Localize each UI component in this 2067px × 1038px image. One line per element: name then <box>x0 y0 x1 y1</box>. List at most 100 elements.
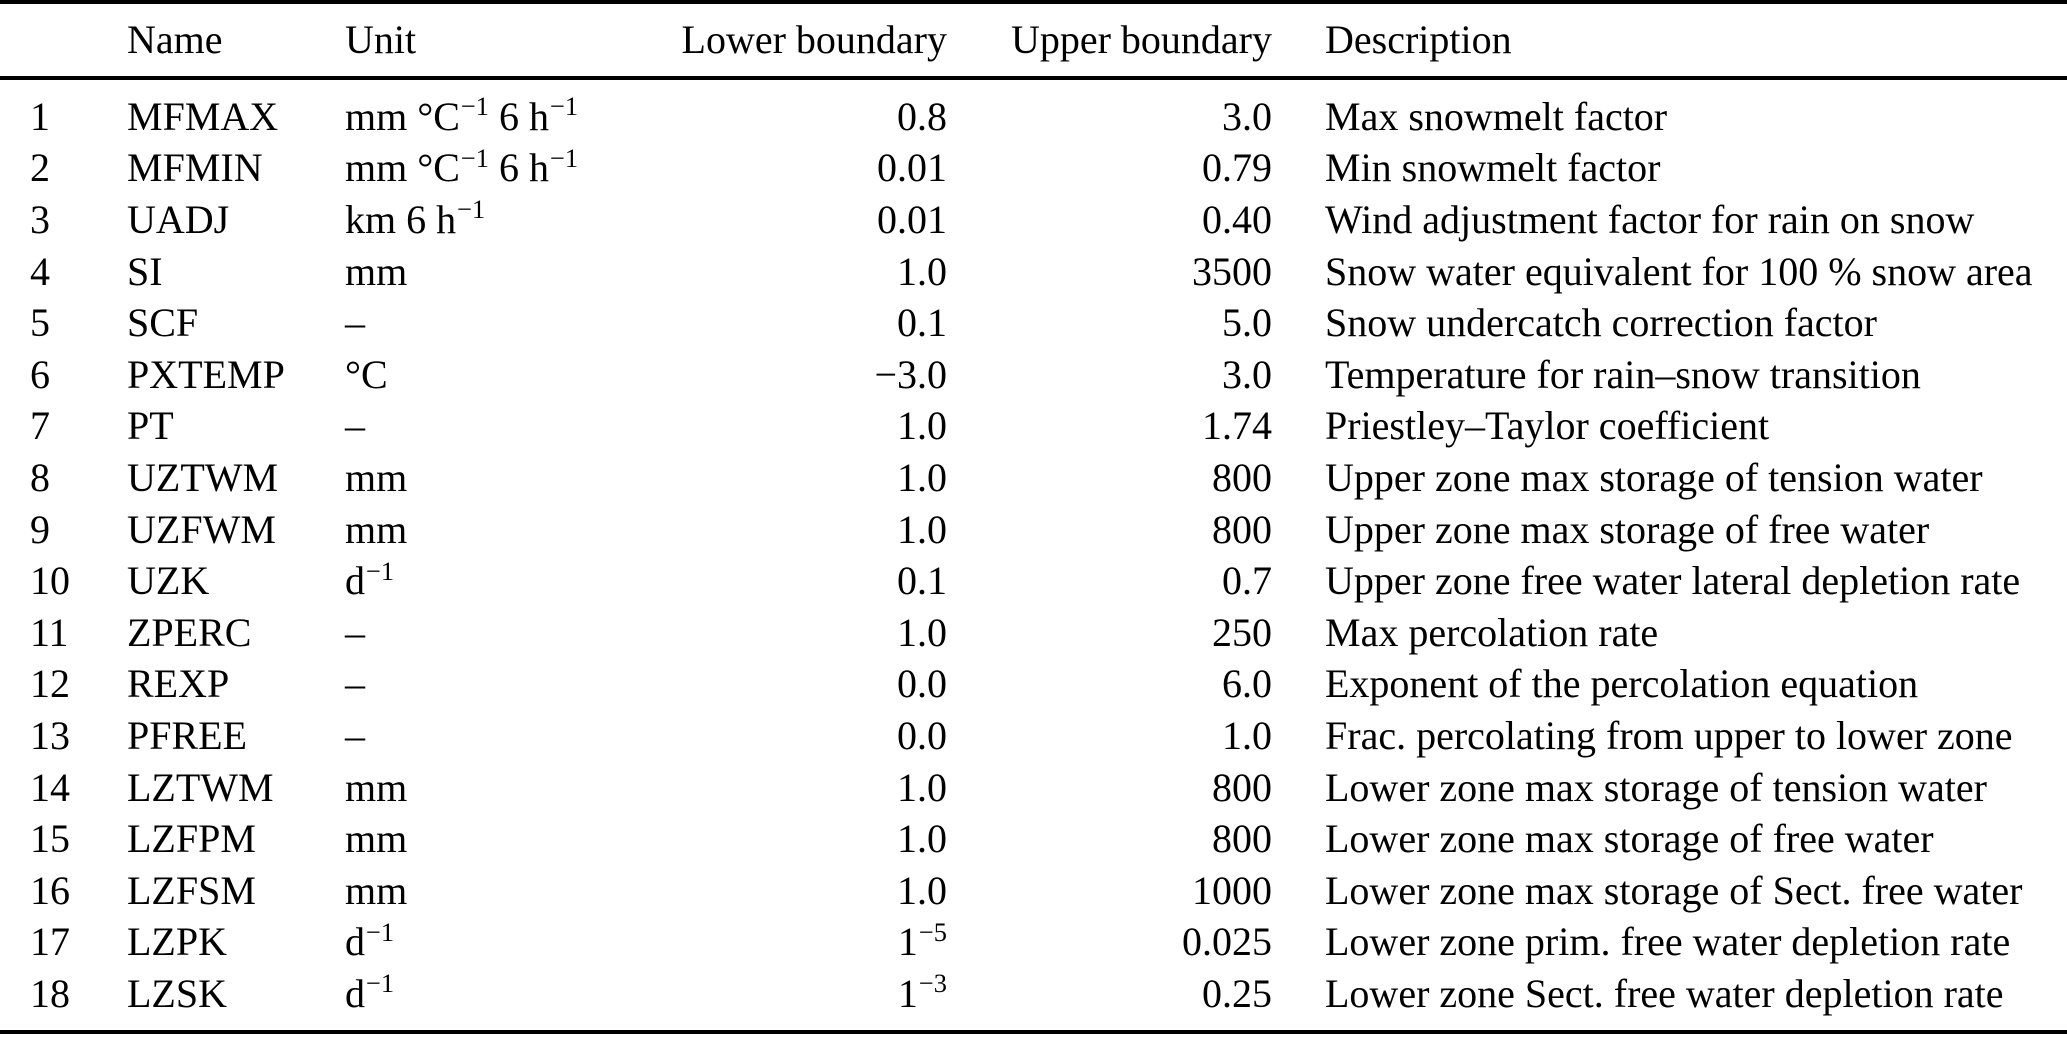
col-header-name: Name <box>127 17 223 62</box>
cell-upper-boundary: 3.0 <box>1222 93 1272 139</box>
cell-unit: mm <box>345 506 408 552</box>
cell-upper-boundary: 1.0 <box>1222 712 1272 758</box>
cell-name: UZTWM <box>127 454 279 500</box>
table-row: 14 LZTWM mm 1.0 800 Lower zone max stora… <box>0 762 2067 814</box>
cell-lower-boundary: 1.0 <box>897 867 947 913</box>
cell-description: Upper zone max storage of free water <box>1325 506 1930 552</box>
cell-description: Lower zone Sect. free water depletion ra… <box>1325 970 2004 1016</box>
cell-index: 13 <box>30 712 70 758</box>
cell-lower-boundary: 0.0 <box>897 661 947 707</box>
cell-description: Upper zone max storage of tension water <box>1325 454 1983 500</box>
cell-unit: d−1 <box>345 968 395 1016</box>
table-row: 15 LZFPM mm 1.0 800 Lower zone max stora… <box>0 813 2067 865</box>
cell-lower-boundary: 0.1 <box>897 558 947 604</box>
cell-upper-boundary: 0.79 <box>1202 145 1272 191</box>
cell-upper-boundary: 800 <box>1212 454 1272 500</box>
cell-unit: – <box>345 403 365 449</box>
cell-description: Snow water equivalent for 100 % snow are… <box>1325 248 2033 294</box>
table-header-rule <box>0 76 2067 80</box>
cell-lower-boundary: 1−3 <box>897 968 947 1016</box>
cell-index: 6 <box>30 351 50 397</box>
cell-unit: mm °C−1 6 h−1 <box>345 91 579 139</box>
cell-lower-boundary: 1.0 <box>897 248 947 294</box>
cell-unit: mm <box>345 816 408 862</box>
cell-upper-boundary: 1000 <box>1192 867 1272 913</box>
table-row: 7 PT – 1.0 1.74 Priestley–Taylor coeffic… <box>0 401 2067 453</box>
cell-index: 16 <box>30 867 70 913</box>
cell-index: 15 <box>30 816 70 862</box>
cell-upper-boundary: 3.0 <box>1222 351 1272 397</box>
cell-upper-boundary: 3500 <box>1192 248 1272 294</box>
cell-upper-boundary: 250 <box>1212 609 1272 655</box>
cell-index: 18 <box>30 970 70 1016</box>
cell-name: MFMAX <box>127 93 279 139</box>
cell-description: Max percolation rate <box>1325 609 1659 655</box>
cell-index: 11 <box>30 609 69 655</box>
table-row: 1 MFMAX mm °C−1 6 h−1 0.8 3.0 Max snowme… <box>0 91 2067 143</box>
cell-upper-boundary: 800 <box>1212 506 1272 552</box>
cell-name: SI <box>127 248 163 294</box>
table-row: 11 ZPERC – 1.0 250 Max percolation rate <box>0 607 2067 659</box>
cell-upper-boundary: 5.0 <box>1222 300 1272 346</box>
cell-index: 10 <box>30 558 70 604</box>
cell-unit: – <box>345 609 365 655</box>
table-top-rule <box>0 0 2067 4</box>
cell-lower-boundary: 1.0 <box>897 403 947 449</box>
table-row: 8 UZTWM mm 1.0 800 Upper zone max storag… <box>0 452 2067 504</box>
cell-upper-boundary: 1.74 <box>1202 403 1272 449</box>
cell-unit: mm <box>345 248 408 294</box>
table-row: 2 MFMIN mm °C−1 6 h−1 0.01 0.79 Min snow… <box>0 143 2067 195</box>
cell-upper-boundary: 800 <box>1212 764 1272 810</box>
cell-index: 17 <box>30 919 70 965</box>
col-header-lower-boundary: Lower boundary <box>681 17 947 62</box>
cell-description: Temperature for rain–snow transition <box>1325 351 1921 397</box>
cell-name: LZPK <box>127 919 227 965</box>
cell-name: SCF <box>127 300 199 346</box>
cell-description: Upper zone free water lateral depletion … <box>1325 558 2021 604</box>
cell-lower-boundary: 1.0 <box>897 816 947 862</box>
cell-description: Max snowmelt factor <box>1325 93 1668 139</box>
cell-unit: km 6 h−1 <box>345 194 486 242</box>
cell-index: 2 <box>30 145 50 191</box>
table-row: 17 LZPK d−1 1−5 0.025 Lower zone prim. f… <box>0 917 2067 969</box>
cell-upper-boundary: 6.0 <box>1222 661 1272 707</box>
cell-name: UZK <box>127 558 210 604</box>
cell-unit: d−1 <box>345 555 395 604</box>
cell-description: Lower zone max storage of Sect. free wat… <box>1325 867 2023 913</box>
table-body: 1 MFMAX mm °C−1 6 h−1 0.8 3.0 Max snowme… <box>0 80 2067 1020</box>
cell-description: Wind adjustment factor for rain on snow <box>1325 196 1975 242</box>
cell-lower-boundary: 1.0 <box>897 609 947 655</box>
cell-name: PXTEMP <box>127 351 285 397</box>
table-row: 9 UZFWM mm 1.0 800 Upper zone max storag… <box>0 504 2067 556</box>
table-row: 4 SI mm 1.0 3500 Snow water equivalent f… <box>0 246 2067 298</box>
cell-lower-boundary: 0.1 <box>897 300 947 346</box>
cell-name: LZSK <box>127 970 227 1016</box>
cell-lower-boundary: −3.0 <box>874 351 947 397</box>
col-header-upper-boundary: Upper boundary <box>1010 17 1272 62</box>
cell-unit: mm <box>345 764 408 810</box>
cell-name: REXP <box>127 661 230 707</box>
cell-description: Priestley–Taylor coefficient <box>1325 403 1770 449</box>
cell-index: 1 <box>30 93 50 139</box>
cell-unit: – <box>345 712 365 758</box>
col-header-description: Description <box>1325 17 1512 62</box>
table-row: 5 SCF – 0.1 5.0 Snow undercatch correcti… <box>0 297 2067 349</box>
cell-index: 7 <box>30 403 50 449</box>
cell-name: LZFSM <box>127 867 256 913</box>
table-row: 10 UZK d−1 0.1 0.7 Upper zone free water… <box>0 555 2067 607</box>
cell-upper-boundary: 800 <box>1212 816 1272 862</box>
cell-lower-boundary: 0.01 <box>877 145 947 191</box>
cell-index: 4 <box>30 248 50 294</box>
table-row: 18 LZSK d−1 1−3 0.25 Lower zone Sect. fr… <box>0 968 2067 1020</box>
cell-unit: mm <box>345 454 408 500</box>
cell-unit: mm <box>345 867 408 913</box>
cell-description: Lower zone max storage of free water <box>1325 816 1934 862</box>
cell-unit: d−1 <box>345 916 395 965</box>
cell-lower-boundary: 0.0 <box>897 712 947 758</box>
cell-upper-boundary: 0.7 <box>1222 558 1272 604</box>
table-header-row: Name Unit Lower boundary Upper boundary … <box>0 4 2067 76</box>
cell-lower-boundary: 1.0 <box>897 506 947 552</box>
cell-name: PFREE <box>127 712 248 758</box>
cell-index: 12 <box>30 661 70 707</box>
cell-description: Lower zone prim. free water depletion ra… <box>1325 919 2011 965</box>
